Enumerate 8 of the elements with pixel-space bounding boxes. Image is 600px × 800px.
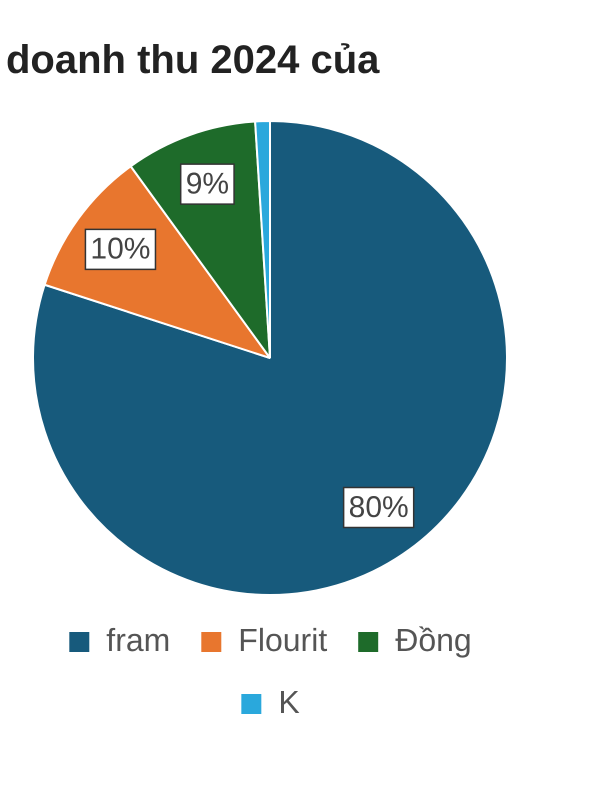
legend-label: Flourit [238,622,328,658]
data-label: 10% [90,232,150,266]
data-label: 80% [348,490,409,524]
legend-label: fram [106,622,170,658]
legend-label: Đồng [395,622,472,658]
data-label: 9% [186,167,230,200]
chart-title: doanh thu 2024 của [6,38,380,83]
legend-label: K [278,684,300,720]
